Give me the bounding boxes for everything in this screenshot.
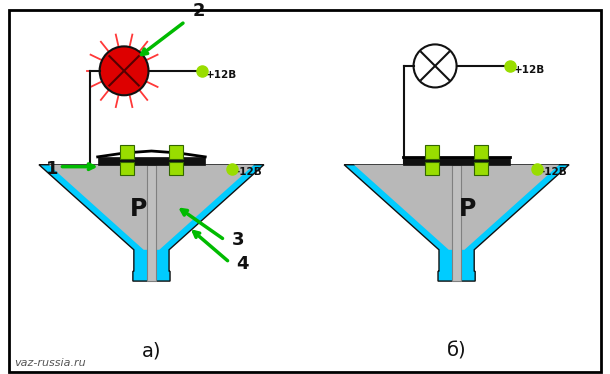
Text: 4: 4 <box>237 255 249 273</box>
Polygon shape <box>39 165 264 281</box>
Polygon shape <box>354 165 559 250</box>
Bar <box>120 145 134 159</box>
Bar <box>120 162 134 175</box>
Bar <box>425 162 439 175</box>
Bar <box>425 145 439 159</box>
Bar <box>474 162 488 175</box>
Text: 3: 3 <box>232 231 244 249</box>
Text: 2: 2 <box>193 1 206 19</box>
Circle shape <box>99 46 148 95</box>
Bar <box>146 165 156 281</box>
Text: vaz-russia.ru: vaz-russia.ru <box>15 358 86 368</box>
Bar <box>169 145 183 159</box>
Bar <box>403 157 511 165</box>
Polygon shape <box>49 165 254 250</box>
Text: +12В: +12В <box>206 70 237 80</box>
Text: +12В: +12В <box>514 65 545 75</box>
Text: -12В: -12В <box>235 168 262 178</box>
Bar <box>451 165 462 281</box>
Text: а): а) <box>142 341 161 361</box>
Circle shape <box>414 45 457 88</box>
Text: б): б) <box>447 341 467 361</box>
Polygon shape <box>344 165 569 281</box>
Text: P: P <box>459 197 476 221</box>
Text: -12В: -12В <box>540 168 567 178</box>
Bar <box>474 145 488 159</box>
Bar <box>98 157 205 165</box>
Text: 1: 1 <box>46 159 59 178</box>
Text: P: P <box>130 197 147 221</box>
Bar <box>169 162 183 175</box>
